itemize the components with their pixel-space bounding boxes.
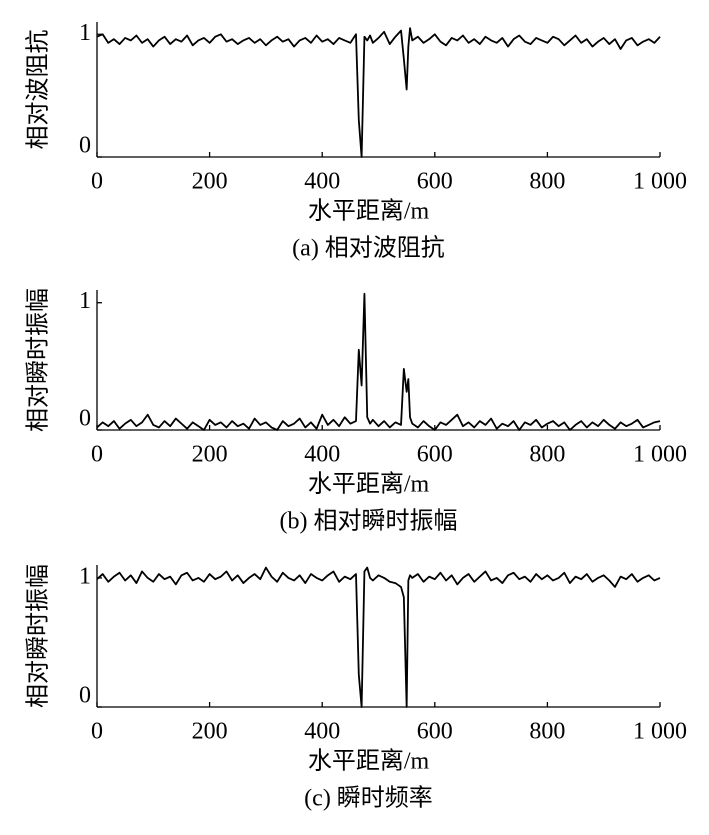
x-tick-label: 200 — [192, 442, 228, 468]
x-tick-label: 800 — [529, 169, 565, 195]
caption: (c) 瞬时频率 — [304, 785, 433, 812]
x-axis-label: 水平距离/m — [308, 198, 430, 225]
data-line — [96, 292, 661, 431]
x-tick-label: 400 — [304, 169, 340, 195]
x-tick-label: 0 — [91, 169, 103, 195]
x-tick-label: 1 000 — [633, 169, 687, 195]
x-tick-label: 600 — [417, 442, 453, 468]
x-tick-label: 1 000 — [633, 442, 687, 468]
x-tick-label: 400 — [304, 719, 340, 745]
data-line — [96, 27, 661, 158]
x-tick-label: 600 — [417, 719, 453, 745]
x-tick-label: 0 — [91, 442, 103, 468]
caption: (a) 相对波阻抗 — [292, 235, 445, 262]
x-axis-label: 水平距离/m — [308, 748, 430, 775]
y-tick-label: 1 — [79, 20, 91, 46]
y-tick-label: 1 — [79, 563, 91, 589]
x-tick-label: 200 — [192, 719, 228, 745]
y-tick-label: 1 — [79, 288, 91, 314]
x-tick-label: 400 — [304, 442, 340, 468]
y-tick-label: 0 — [79, 406, 91, 432]
x-tick-label: 1 000 — [633, 719, 687, 745]
x-tick-label: 600 — [417, 169, 453, 195]
x-axis-label: 水平距离/m — [308, 471, 430, 498]
caption: (b) 相对瞬时振幅 — [280, 508, 458, 535]
y-axis-label: 相对波阻抗 — [25, 30, 52, 150]
y-axis-label: 相对瞬时振幅 — [25, 288, 52, 432]
y-axis-label: 相对瞬时振幅 — [25, 564, 52, 708]
y-tick-label: 0 — [79, 133, 91, 159]
x-tick-label: 800 — [529, 719, 565, 745]
x-tick-label: 0 — [91, 719, 103, 745]
x-tick-label: 200 — [192, 169, 228, 195]
y-tick-label: 0 — [79, 683, 91, 709]
data-line — [96, 566, 661, 708]
x-tick-label: 800 — [529, 442, 565, 468]
